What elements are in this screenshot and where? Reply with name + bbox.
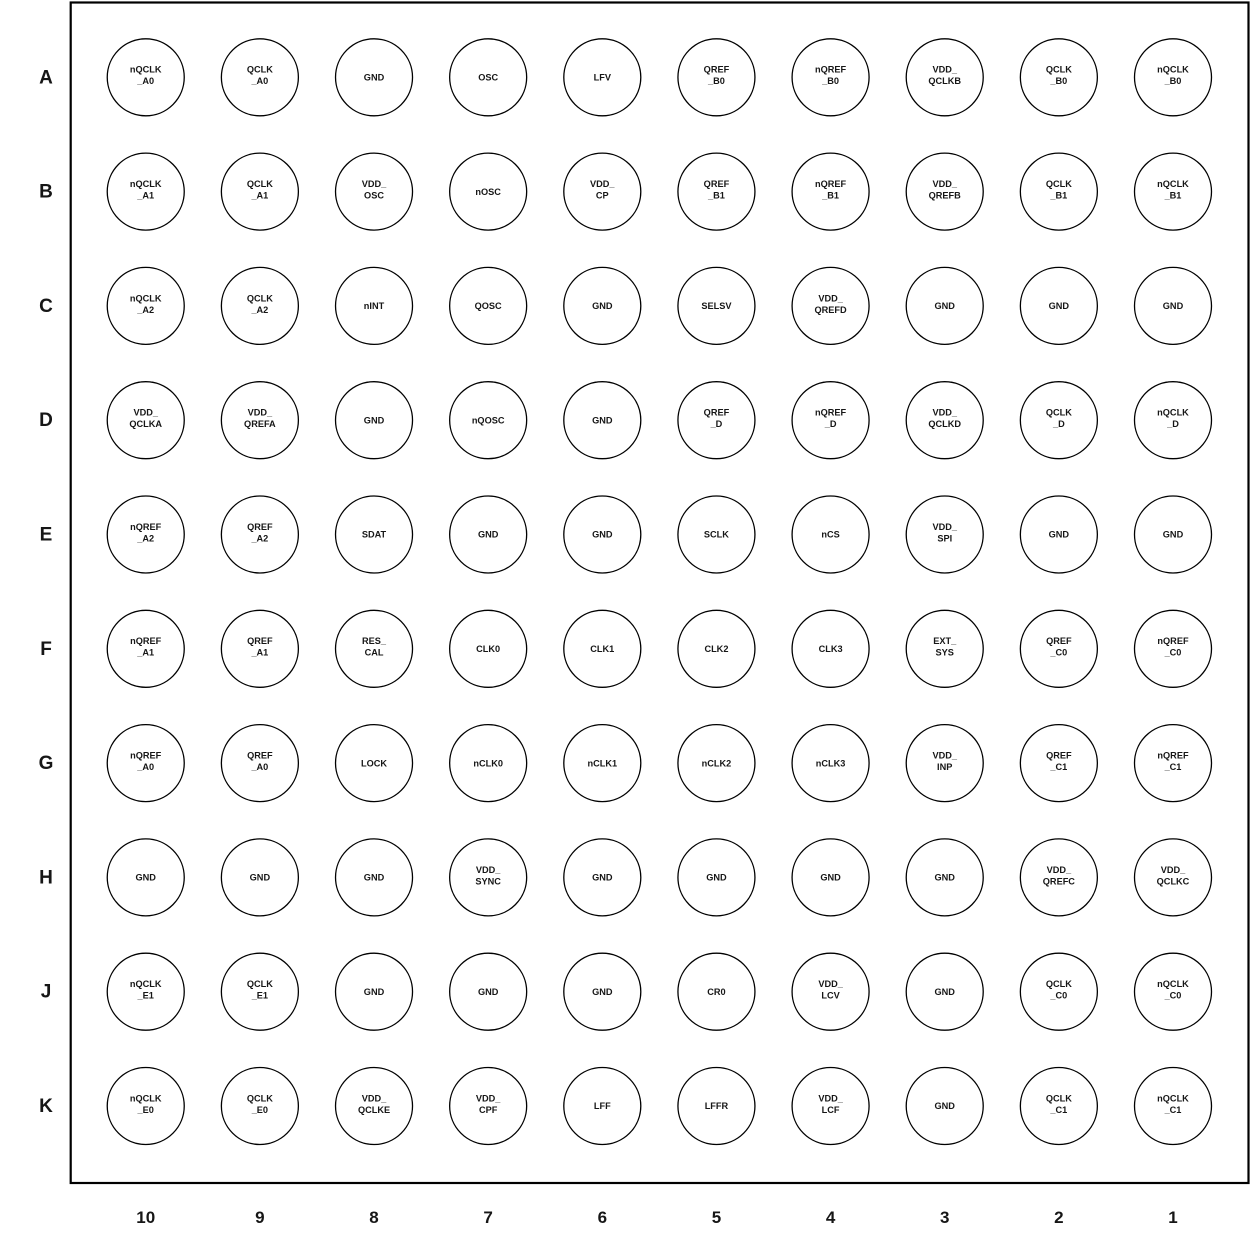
- svg-text:CLK0: CLK0: [476, 644, 500, 654]
- svg-text:VDD_QREFD: VDD_ QREFD: [815, 293, 848, 315]
- svg-text:6: 6: [598, 1208, 607, 1227]
- svg-text:GND: GND: [478, 987, 499, 997]
- svg-text:SDAT: SDAT: [362, 530, 387, 540]
- svg-text:GND: GND: [136, 873, 157, 883]
- svg-text:GND: GND: [478, 530, 499, 540]
- svg-text:GND: GND: [592, 530, 613, 540]
- svg-text:LFFR: LFFR: [705, 1101, 729, 1111]
- svg-text:GND: GND: [1049, 301, 1070, 311]
- svg-text:RES_CAL: RES_ CAL: [362, 636, 387, 658]
- svg-text:GND: GND: [706, 873, 727, 883]
- svg-text:GND: GND: [935, 1101, 956, 1111]
- svg-text:GND: GND: [364, 73, 385, 83]
- svg-text:VDD_QCLKA: VDD_ QCLKA: [129, 408, 162, 430]
- svg-text:4: 4: [826, 1208, 836, 1227]
- svg-text:nCLK3: nCLK3: [816, 758, 846, 768]
- svg-text:LFF: LFF: [594, 1101, 611, 1111]
- svg-text:C: C: [39, 296, 53, 317]
- svg-text:7: 7: [483, 1208, 492, 1227]
- svg-text:nCLK2: nCLK2: [702, 758, 732, 768]
- svg-text:GND: GND: [364, 415, 385, 425]
- svg-text:K: K: [39, 1096, 53, 1117]
- svg-text:CLK2: CLK2: [704, 644, 728, 654]
- svg-text:GND: GND: [935, 987, 956, 997]
- svg-text:GND: GND: [935, 873, 956, 883]
- svg-text:G: G: [39, 753, 54, 774]
- svg-text:VDD_QCLKC: VDD_ QCLKC: [1157, 865, 1190, 887]
- svg-text:GND: GND: [935, 301, 956, 311]
- svg-text:GND: GND: [592, 415, 613, 425]
- svg-text:GND: GND: [1163, 530, 1184, 540]
- svg-text:nOSC: nOSC: [475, 187, 501, 197]
- svg-text:SCLK: SCLK: [704, 530, 729, 540]
- svg-text:VDD_QREFC: VDD_ QREFC: [1043, 865, 1076, 887]
- svg-text:nCS: nCS: [821, 530, 839, 540]
- svg-text:GND: GND: [1163, 301, 1184, 311]
- svg-text:GND: GND: [592, 301, 613, 311]
- svg-text:GND: GND: [250, 873, 271, 883]
- svg-text:nCLK1: nCLK1: [587, 758, 617, 768]
- svg-text:EXT_SYS: EXT_ SYS: [933, 636, 957, 658]
- svg-text:F: F: [40, 639, 52, 660]
- svg-text:nQOSC: nQOSC: [472, 415, 505, 425]
- svg-text:8: 8: [369, 1208, 378, 1227]
- svg-text:CLK3: CLK3: [819, 644, 843, 654]
- svg-text:B: B: [39, 182, 53, 203]
- svg-text:VDD_OSC: VDD_ OSC: [362, 179, 387, 201]
- svg-text:E: E: [40, 525, 53, 546]
- svg-text:GND: GND: [1049, 530, 1070, 540]
- svg-text:A: A: [39, 67, 53, 88]
- svg-text:VDD_QREFA: VDD_ QREFA: [244, 408, 276, 430]
- svg-text:VDD_QCLKD: VDD_ QCLKD: [928, 408, 961, 430]
- svg-text:5: 5: [712, 1208, 721, 1227]
- svg-text:GND: GND: [592, 987, 613, 997]
- svg-text:VDD_QCLKE: VDD_ QCLKE: [358, 1093, 390, 1115]
- svg-text:VDD_QCLKB: VDD_ QCLKB: [928, 65, 961, 87]
- svg-text:QOSC: QOSC: [475, 301, 502, 311]
- svg-text:nCLK0: nCLK0: [473, 758, 503, 768]
- svg-text:LFV: LFV: [594, 73, 612, 83]
- svg-text:H: H: [39, 867, 53, 888]
- svg-text:OSC: OSC: [478, 73, 498, 83]
- svg-text:CR0: CR0: [707, 987, 725, 997]
- svg-text:J: J: [41, 982, 52, 1003]
- svg-text:GND: GND: [364, 987, 385, 997]
- svg-text:LOCK: LOCK: [361, 758, 387, 768]
- svg-text:CLK1: CLK1: [590, 644, 614, 654]
- svg-text:GND: GND: [592, 873, 613, 883]
- svg-text:3: 3: [940, 1208, 949, 1227]
- svg-text:1: 1: [1168, 1208, 1177, 1227]
- svg-text:2: 2: [1054, 1208, 1063, 1227]
- svg-text:GND: GND: [820, 873, 841, 883]
- svg-text:GND: GND: [364, 873, 385, 883]
- svg-text:D: D: [39, 410, 53, 431]
- svg-text:VDD_SYNC: VDD_ SYNC: [475, 865, 501, 887]
- svg-text:SELSV: SELSV: [701, 301, 732, 311]
- svg-text:9: 9: [255, 1208, 264, 1227]
- svg-text:10: 10: [136, 1208, 155, 1227]
- svg-text:VDD_QREFB: VDD_ QREFB: [929, 179, 962, 201]
- svg-text:nINT: nINT: [364, 301, 385, 311]
